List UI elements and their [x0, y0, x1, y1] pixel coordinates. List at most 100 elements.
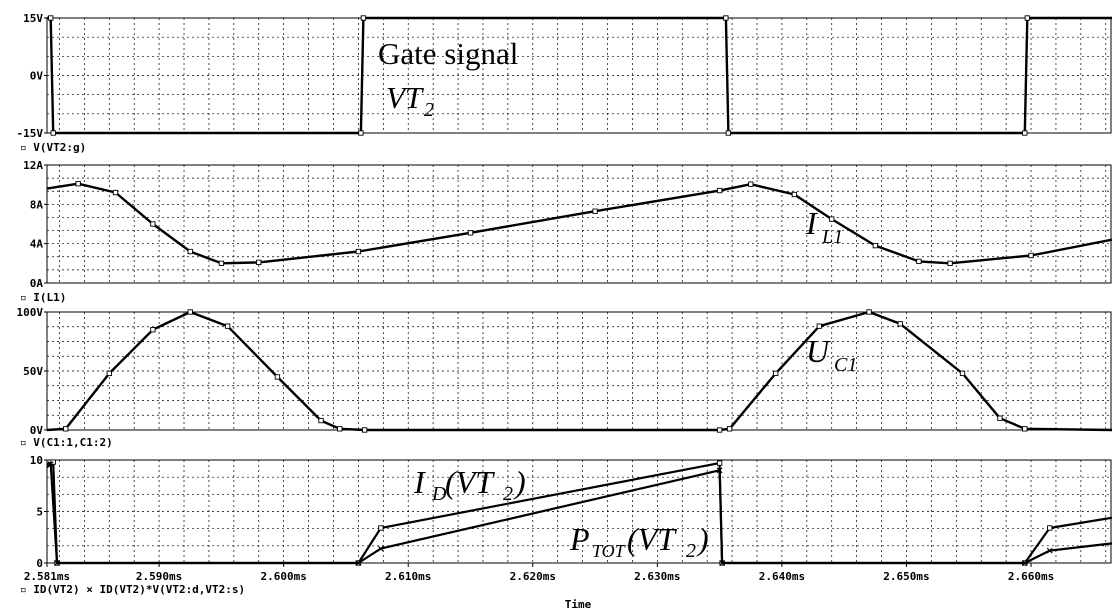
annotation-il1-sub: L1 [821, 226, 843, 248]
point-vt2-0-8 [1047, 525, 1053, 531]
x-axis-title: Time [565, 598, 592, 611]
point-il1-0-2 [112, 189, 119, 196]
point-vt2-1-8 [1046, 547, 1053, 554]
ytick-gate-1: 0V [30, 70, 44, 83]
point-uc1-0-4 [187, 309, 193, 315]
xtick-5: 2.630ms [634, 570, 680, 583]
annotation-ptot-sub: TOT [592, 541, 627, 561]
point-il1-0-10 [716, 187, 723, 194]
point-uc1-0-17 [997, 415, 1003, 421]
point-il1-0-8 [467, 230, 474, 236]
point-vt2-1-5 [716, 467, 723, 474]
xtick-3: 2.610ms [385, 570, 431, 583]
point-uc1-0-12 [773, 370, 779, 377]
annotation-gate-vt: VT [386, 80, 425, 115]
point-il1-0-3 [150, 221, 156, 227]
ytick-il1-1: 8A [30, 198, 44, 211]
point-il1-0-6 [256, 259, 262, 265]
annotation-ptot-vt-sub: 2 [686, 540, 696, 562]
ytick-uc1-0: 100V [17, 306, 44, 319]
series-uc1-0 [46, 310, 1112, 432]
ytick-uc1-1: 50V [23, 365, 43, 378]
point-gate-0-3 [358, 130, 364, 136]
ytick-vt2-2: 0 [36, 557, 43, 570]
point-uc1-0-9 [361, 427, 368, 433]
point-vt2-1-1 [47, 461, 54, 468]
point-uc1-0-2 [106, 370, 112, 377]
point-gate-0-6 [725, 130, 732, 136]
point-uc1-0-14 [866, 309, 872, 315]
point-uc1-0-10 [716, 427, 723, 433]
point-uc1-0-6 [274, 374, 281, 380]
point-vt2-0-4 [378, 525, 384, 531]
point-uc1-0-1 [63, 426, 69, 432]
panel-il1-frame [46, 164, 1112, 284]
series-vt2-0 [46, 461, 1112, 565]
point-gate-0-4 [360, 15, 367, 21]
trace-label-gate: ▫ V(VT2:g) [20, 141, 86, 154]
point-vt2-1-4 [377, 545, 384, 552]
xtick-0: 2.581ms [24, 570, 70, 583]
ytick-uc1-2: 0V [30, 424, 44, 437]
xtick-8: 2.660ms [1008, 570, 1054, 583]
point-il1-0-12 [791, 191, 798, 198]
point-uc1-0-11 [726, 426, 733, 432]
point-vt2-1-6 [719, 560, 726, 566]
point-gate-0-8 [1024, 15, 1030, 21]
point-uc1-0-15 [897, 321, 903, 327]
point-il1-0-13 [829, 216, 835, 222]
point-uc1-0-3 [150, 327, 156, 333]
ytick-il1-2: 4A [30, 238, 44, 251]
point-gate-0-5 [723, 15, 729, 21]
point-il1-0-5 [218, 260, 225, 266]
annotation-gate-title: Gate signal [378, 36, 518, 71]
xtick-2: 2.600ms [260, 570, 306, 583]
point-il1-0-4 [187, 248, 193, 255]
ytick-vt2-1: 5 [36, 506, 43, 519]
point-vt2-1-7 [1021, 560, 1028, 566]
point-uc1-0-18 [1022, 426, 1028, 432]
series-il1-0 [46, 182, 1112, 265]
point-il1-0-16 [947, 260, 953, 266]
point-il1-0-14 [872, 242, 878, 249]
point-uc1-0-13 [816, 323, 822, 329]
series-gate-0 [47, 16, 1112, 135]
trace-label-il1: ▫ I(L1) [20, 291, 66, 304]
annotation-id-vt: (VT [445, 464, 495, 500]
point-il1-0-7 [355, 248, 362, 255]
annotation-ptot-p: P [569, 521, 590, 557]
xtick-7: 2.650ms [883, 570, 929, 583]
point-uc1-0-7 [318, 417, 324, 424]
point-il1-0-1 [75, 181, 81, 187]
annotation-id-vt-sub: 2 [503, 483, 513, 505]
point-vt2-0-5 [716, 460, 723, 466]
annotation-ptot-vt: (VT [627, 521, 677, 557]
xtick-6: 2.640ms [759, 570, 805, 583]
point-gate-0-2 [50, 130, 56, 136]
point-uc1-0-5 [224, 323, 231, 329]
point-uc1-0-8 [337, 426, 343, 432]
annotation-ptot-close: ) [696, 521, 709, 557]
annotation-uc1: U [806, 333, 831, 369]
annotation-uc1-sub: C1 [834, 354, 857, 376]
trace-label-uc1: ▫ V(C1:1,C1:2) [20, 436, 113, 449]
ytick-il1-0: 12A [23, 159, 43, 172]
annotation-il1: I [805, 205, 818, 241]
point-uc1-0-16 [959, 370, 966, 377]
ytick-il1-3: 0A [30, 277, 44, 290]
point-il1-0-9 [592, 208, 598, 214]
annotation-id-close: ) [513, 464, 526, 500]
xtick-4: 2.620ms [510, 570, 556, 583]
point-vt2-1-2 [54, 560, 60, 566]
point-il1-0-15 [916, 258, 922, 265]
annotation-gate-vt-sub: 2 [424, 99, 434, 121]
point-il1-0-17 [1028, 252, 1034, 259]
xtick-1: 2.590ms [136, 570, 182, 583]
trace-label-vt2: ▫ ID(VT2) × ID(VT2)*V(VT2:d,VT2:s) [20, 583, 245, 596]
annotation-id-sub: D [431, 483, 447, 505]
point-il1-0-11 [748, 181, 754, 187]
ytick-vt2-0: 10 [30, 454, 43, 467]
ytick-gate-0: 15V [23, 12, 43, 25]
